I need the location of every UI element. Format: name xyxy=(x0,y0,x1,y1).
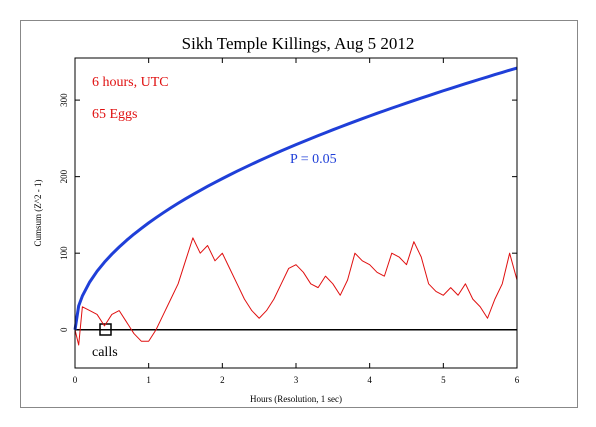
annotation: 65 Eggs xyxy=(92,107,138,122)
annotation: 6 hours, UTC xyxy=(92,75,169,90)
x-tick-label: 5 xyxy=(441,375,446,385)
y-tick-label: 300 xyxy=(59,93,69,107)
chart-title: Sikh Temple Killings, Aug 5 2012 xyxy=(182,34,415,53)
frame xyxy=(20,20,578,408)
y-axis-label: Cumsum (Z^2 - 1) xyxy=(33,180,43,247)
plot-border xyxy=(74,57,518,369)
x-tick-label: 3 xyxy=(294,375,299,385)
x-tick-label: 1 xyxy=(146,375,151,385)
x-tick-label: 4 xyxy=(367,375,372,385)
y-tick-label: 200 xyxy=(59,169,69,183)
annotation: P = 0.05 xyxy=(290,152,337,167)
y-tick-label: 100 xyxy=(59,246,69,260)
data-line xyxy=(73,66,518,330)
annotation: calls xyxy=(92,345,118,360)
x-axis-label: Hours (Resolution, 1 sec) xyxy=(250,394,342,404)
data-line xyxy=(74,237,518,346)
x-tick-label: 0 xyxy=(73,375,78,385)
x-tick-label: 6 xyxy=(515,375,520,385)
x-tick-label: 2 xyxy=(220,375,225,385)
y-tick-label: 0 xyxy=(59,327,69,332)
